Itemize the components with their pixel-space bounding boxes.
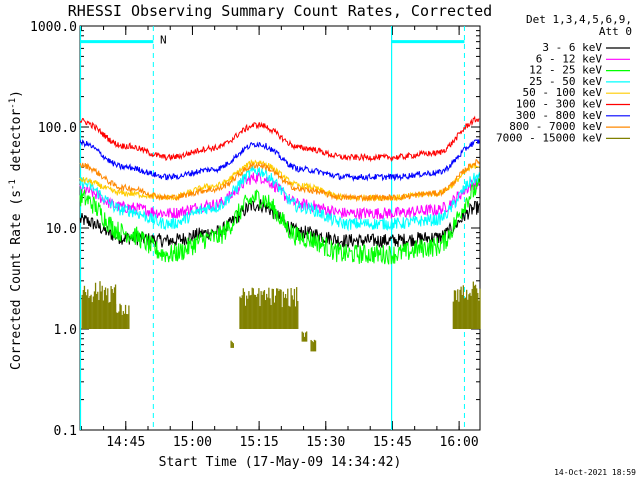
night-bar-label: N <box>160 34 167 47</box>
y-axis-label-mid: detector <box>9 109 24 180</box>
plot-area: 0.1 1.0 10.0 100.0 1000.0 14:45 15:00 15:15 15:3… <box>30 20 481 450</box>
y-tick-label: 0.1 <box>54 424 77 439</box>
legend-header-detectors: Det 1,3,4,5,6,9, <box>526 13 632 26</box>
series-line <box>79 139 480 182</box>
x-tick-label: 14:45 <box>106 435 145 450</box>
legend-label: 3 - 6 keV <box>542 41 602 54</box>
y-axis-label-end: ) <box>9 90 24 98</box>
x-tick-label: 15:00 <box>173 435 212 450</box>
legend-label: 100 - 300 keV <box>516 98 602 111</box>
y-tick-label: 1.0 <box>54 323 77 338</box>
legend-label: 7000 - 15000 keV <box>496 131 602 144</box>
y-axis-label-main: Corrected Count Rate (s <box>9 190 24 370</box>
plot-frame <box>79 25 481 431</box>
svg-text:Corrected Count Rate (s-1 dete: Corrected Count Rate (s-1 detector-1) <box>8 90 24 370</box>
series-line <box>79 159 480 202</box>
x-tick-label: 15:30 <box>306 435 345 450</box>
chart-title: RHESSI Observing Summary Count Rates, Co… <box>68 2 492 20</box>
y-axis-label-sup1: -1 <box>8 179 18 190</box>
x-tick-label: 15:15 <box>240 435 279 450</box>
legend-label: 300 - 800 keV <box>516 109 602 122</box>
series-line <box>79 115 480 163</box>
legend-label: 50 - 100 keV <box>523 86 603 99</box>
legend-label: 6 - 12 keV <box>536 52 603 65</box>
legend-label: 25 - 50 keV <box>529 75 602 88</box>
series-line <box>79 165 480 232</box>
x-axis-label: Start Time (17-May-09 14:34:42) <box>159 455 402 470</box>
y-axis-label-sup2: -1 <box>8 98 18 109</box>
legend-label: 12 - 25 keV <box>529 64 602 77</box>
x-tick-label: 16:00 <box>440 435 479 450</box>
generation-timestamp: 14-Oct-2021 18:59 <box>554 468 636 477</box>
y-tick-label: 100.0 <box>38 121 77 136</box>
legend-label: 800 - 7000 keV <box>509 120 602 133</box>
series-line <box>79 159 480 203</box>
y-axis-label: Corrected Count Rate (s-1 detector-1) <box>8 90 24 370</box>
y-tick-label: 1000.0 <box>30 20 77 35</box>
series-line <box>79 178 480 265</box>
y-tick-label: 10.0 <box>46 222 77 237</box>
x-tick-label: 15:45 <box>373 435 412 450</box>
legend-header-attenuator: Att 0 <box>599 25 632 38</box>
